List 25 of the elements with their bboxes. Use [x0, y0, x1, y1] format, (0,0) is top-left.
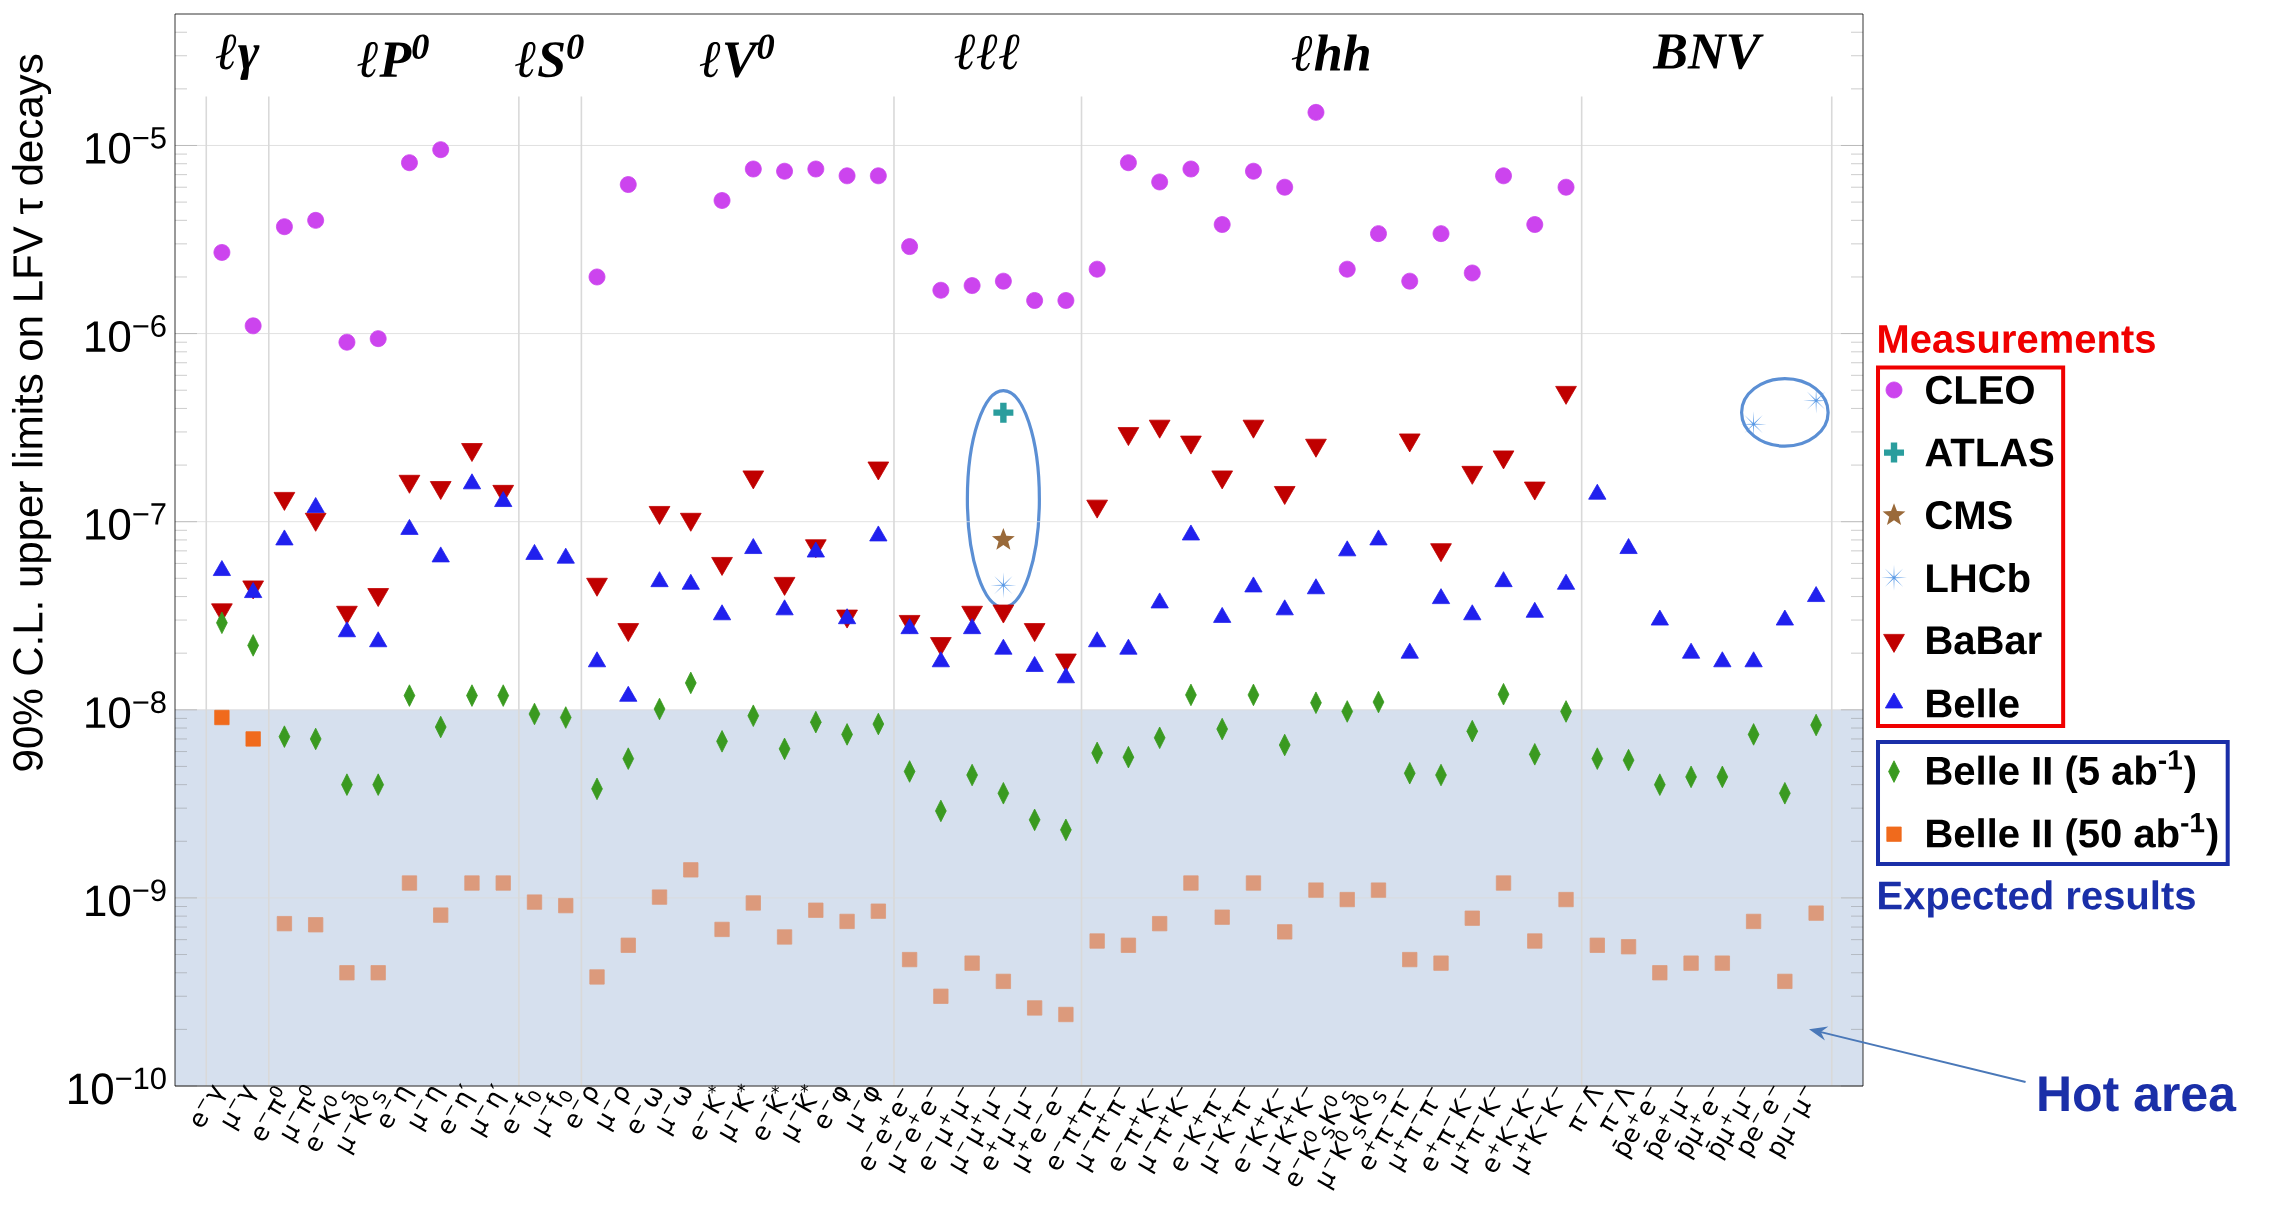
text: Measurements: [1879, 325, 2155, 354]
legend-label: CMS: [1926, 501, 2012, 530]
annotation: ℓS$^{0}$: [515, 34, 584, 78]
legend-label: Belle II (50 ab$^{-1}$): [1927, 812, 2218, 856]
y-axis-title: 90% C.L. upper limits on LFV τ decays: [11, 54, 52, 771]
annotation: ℓP$^{0}$: [357, 34, 429, 78]
band-label: Hot area: [2039, 1076, 2237, 1112]
legend-label: Belle: [1927, 688, 2019, 718]
legend-label: ATLAS: [1925, 438, 2054, 467]
y-tick-label: 10$^{−7}$: [86, 503, 166, 541]
y-tick-label: 10$^{−10}$: [69, 1067, 166, 1105]
legend-label: LHCb: [1927, 563, 2030, 593]
text: Expected results: [1879, 880, 2195, 918]
y-tick-label: 10$^{−8}$: [86, 691, 166, 729]
annotation: ℓV$^{0}$: [699, 34, 775, 78]
annotation: ℓhh: [1291, 34, 1370, 71]
annotation: ℓℓℓ: [954, 34, 1020, 70]
y-tick-label: 10$^{−5}$: [86, 127, 166, 164]
annotation: ℓγ: [215, 34, 260, 81]
legend-label: CLEO: [1926, 375, 2034, 405]
y-tick-label: 10$^{−9}$: [86, 879, 166, 917]
annotation: BNV: [1652, 34, 1764, 70]
legend-label: Belle II (5 ab$^{-1}$): [1927, 750, 2196, 793]
legend-label: BaBar: [1927, 626, 2042, 655]
y-tick-label: 10$^{−6}$: [86, 315, 166, 353]
